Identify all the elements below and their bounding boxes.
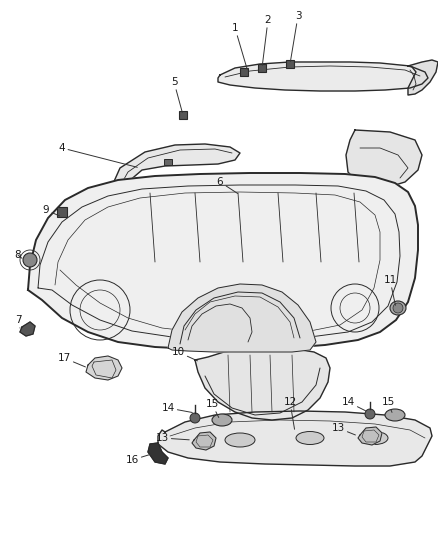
Text: 14: 14 bbox=[161, 403, 192, 413]
Ellipse shape bbox=[390, 301, 406, 315]
Bar bbox=[286, 60, 294, 68]
Text: 16: 16 bbox=[125, 454, 152, 465]
Polygon shape bbox=[20, 322, 35, 336]
Polygon shape bbox=[86, 356, 122, 380]
Ellipse shape bbox=[225, 433, 255, 447]
Text: 10: 10 bbox=[171, 347, 198, 361]
Text: 15: 15 bbox=[205, 399, 219, 417]
Bar bbox=[258, 64, 266, 72]
Text: 8: 8 bbox=[15, 250, 22, 260]
Text: 17: 17 bbox=[57, 353, 85, 367]
Ellipse shape bbox=[212, 414, 232, 426]
Bar bbox=[57, 207, 67, 217]
Circle shape bbox=[365, 409, 375, 419]
Text: 6: 6 bbox=[217, 177, 238, 193]
Circle shape bbox=[23, 253, 37, 267]
Text: 9: 9 bbox=[42, 205, 60, 216]
Text: 4: 4 bbox=[59, 143, 137, 167]
Text: 5: 5 bbox=[171, 77, 182, 112]
Polygon shape bbox=[408, 60, 438, 95]
Text: 7: 7 bbox=[15, 315, 21, 328]
Polygon shape bbox=[108, 144, 240, 204]
Polygon shape bbox=[218, 62, 428, 91]
Polygon shape bbox=[158, 411, 432, 466]
Polygon shape bbox=[195, 348, 330, 420]
Text: 1: 1 bbox=[232, 23, 247, 69]
Bar bbox=[240, 68, 248, 76]
Polygon shape bbox=[148, 443, 168, 464]
Ellipse shape bbox=[385, 409, 405, 421]
Text: 14: 14 bbox=[341, 397, 366, 411]
Circle shape bbox=[393, 303, 403, 313]
Text: 12: 12 bbox=[283, 397, 297, 429]
Ellipse shape bbox=[296, 432, 324, 445]
Polygon shape bbox=[168, 284, 316, 352]
Polygon shape bbox=[358, 427, 382, 445]
Polygon shape bbox=[346, 130, 422, 188]
Text: 2: 2 bbox=[262, 15, 271, 65]
Polygon shape bbox=[192, 432, 216, 450]
Text: 15: 15 bbox=[381, 397, 395, 413]
Text: 3: 3 bbox=[290, 11, 301, 61]
Bar bbox=[179, 111, 187, 119]
Text: 13: 13 bbox=[155, 433, 189, 443]
Ellipse shape bbox=[362, 432, 388, 445]
Circle shape bbox=[190, 413, 200, 423]
Bar bbox=[164, 159, 172, 165]
Polygon shape bbox=[28, 173, 418, 349]
Text: 13: 13 bbox=[332, 423, 355, 435]
Text: 11: 11 bbox=[383, 275, 397, 305]
